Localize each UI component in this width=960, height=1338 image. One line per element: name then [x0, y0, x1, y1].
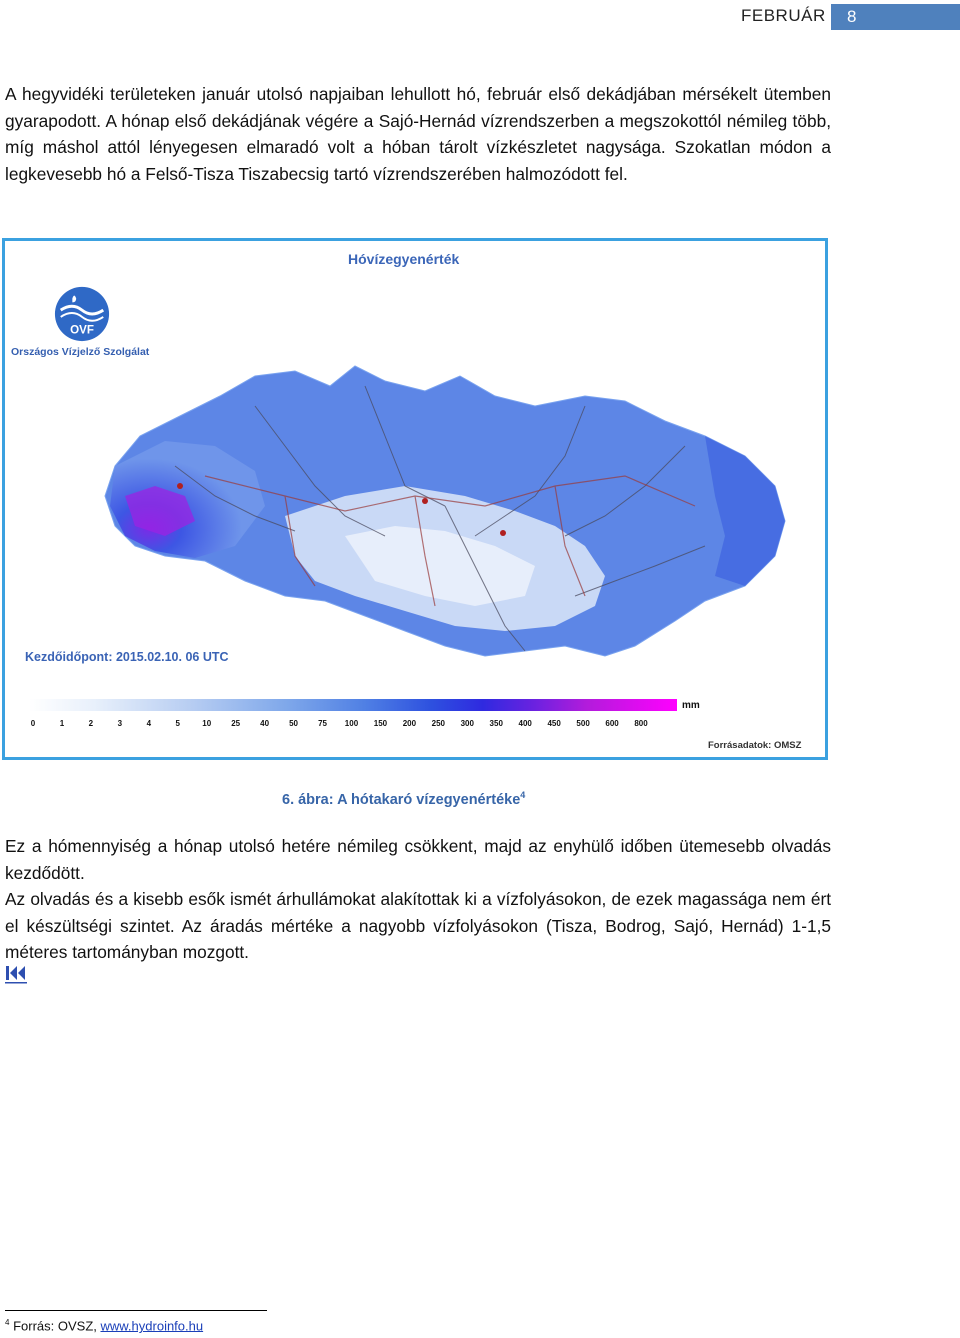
- data-source: Forrásadatok: OMSZ: [708, 740, 802, 751]
- legend-tick-label: 250: [431, 719, 446, 728]
- legend-tick-label: 350: [489, 719, 503, 728]
- legend-tick-label: 200: [402, 719, 417, 728]
- ovf-logo: OVF: [54, 286, 110, 342]
- organization-name: Országos Vízjelző Szolgálat: [11, 346, 150, 358]
- paragraph-melting: Ez a hómennyiség a hónap utolsó hetére n…: [5, 836, 831, 883]
- caption-text: 6. ábra: A hótakaró vízegyenértéke: [282, 791, 521, 808]
- start-time-label: Kezdőidőpont: 2015.02.10. 06 UTC: [25, 650, 229, 664]
- legend-tick-label: 3: [117, 719, 123, 728]
- legend-tick-label: 150: [373, 719, 388, 728]
- color-scale-bar: [29, 699, 677, 711]
- legend-tick-label: 100: [344, 719, 359, 728]
- legend-unit: mm: [682, 700, 700, 711]
- first-page-icon[interactable]: [5, 964, 27, 984]
- logo-text: OVF: [70, 323, 94, 336]
- legend-tick-label: 400: [518, 719, 532, 728]
- running-header: FEBRUÁR: [741, 6, 826, 25]
- legend-tick-label: 500: [576, 719, 590, 728]
- legend-tick-label: 2: [88, 719, 94, 728]
- footnote-number: 4: [5, 1318, 10, 1327]
- paragraph-snow-accumulation: A hegyvidéki területeken január utolsó n…: [5, 84, 831, 184]
- legend-tick-label: 300: [460, 719, 474, 728]
- page-number-box: 8: [831, 4, 960, 30]
- figure-title: Hóvízegyenérték: [348, 251, 460, 267]
- legend-tick-label: 40: [260, 719, 270, 728]
- legend-tick-label: 25: [231, 719, 241, 728]
- legend-tick-label: 450: [547, 719, 561, 728]
- legend-tick-label: 0: [30, 719, 36, 728]
- footnote-separator: [5, 1310, 267, 1311]
- footnote-text: Forrás: OVSZ,: [13, 1318, 101, 1334]
- figure-caption: 6. ábra: A hótakaró vízegyenértéke4: [282, 790, 525, 808]
- legend-tick-label: 75: [318, 719, 327, 728]
- snow-water-equivalent-map: Hóvízegyenérték OVF Országos Vízjelző Sz…: [2, 238, 828, 760]
- legend-ticks: 0 1 2 3 4 5 10 25 40 50 75 100 150 200 250 300 350 400 450…: [29, 719, 677, 731]
- footnote: 4 Forrás: OVSZ, www.hydroinfo.hu: [5, 1318, 203, 1333]
- basin-map: [104, 365, 786, 657]
- legend-tick-label: 50: [289, 719, 299, 728]
- caption-footnote-ref: 4: [520, 790, 526, 800]
- footnote-link[interactable]: www.hydroinfo.hu: [100, 1318, 204, 1334]
- legend-tick-label: 800: [634, 719, 648, 728]
- legend-tick-label: 5: [175, 719, 180, 728]
- legend-tick-label: 4: [146, 719, 152, 728]
- paragraph-flood-waves: Az olvadás és a kisebb esők ismét árhull…: [5, 889, 831, 962]
- legend-tick-label: 10: [202, 719, 212, 728]
- page-number: 8: [847, 7, 857, 26]
- legend-tick-label: 600: [605, 719, 619, 728]
- legend-tick-label: 1: [59, 719, 65, 728]
